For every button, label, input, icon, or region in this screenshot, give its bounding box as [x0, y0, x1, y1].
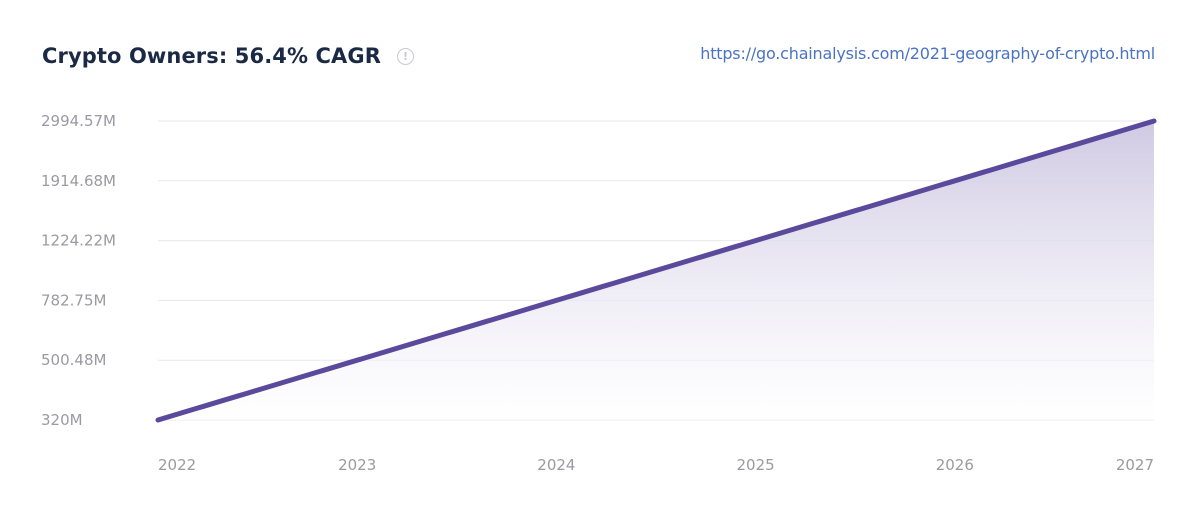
y-tick-label: 782.75M: [41, 291, 106, 309]
x-tick-label: 2022: [158, 456, 196, 474]
x-tick-label: 2023: [338, 456, 376, 474]
source-link[interactable]: https://go.chainalysis.com/2021-geograph…: [700, 44, 1155, 63]
area-layer: [155, 118, 1157, 423]
series-line: [155, 118, 1157, 423]
x-tick-label: 2027: [1116, 456, 1154, 474]
y-tick-label: 1224.22M: [41, 232, 116, 250]
x-tick-label: 2026: [936, 456, 974, 474]
y-axis-labels: 320M 500.48M 782.75M 1224.22M 1914.68M 2994.5…: [41, 112, 116, 429]
info-icon[interactable]: !: [397, 47, 415, 65]
chart-header: Crypto Owners: 56.4% CAGR !: [42, 44, 415, 68]
x-axis-labels: 2022 2023 2024 2025 2026 2027: [158, 456, 1154, 474]
y-tick-label: 500.48M: [41, 351, 106, 369]
x-tick-label: 2024: [537, 456, 575, 474]
y-tick-label: 1914.68M: [41, 172, 116, 190]
y-tick-label: 2994.57M: [41, 112, 116, 130]
x-tick-label: 2025: [737, 456, 775, 474]
chart-title: Crypto Owners: 56.4% CAGR: [42, 44, 382, 68]
y-tick-label: 320M: [41, 411, 83, 429]
